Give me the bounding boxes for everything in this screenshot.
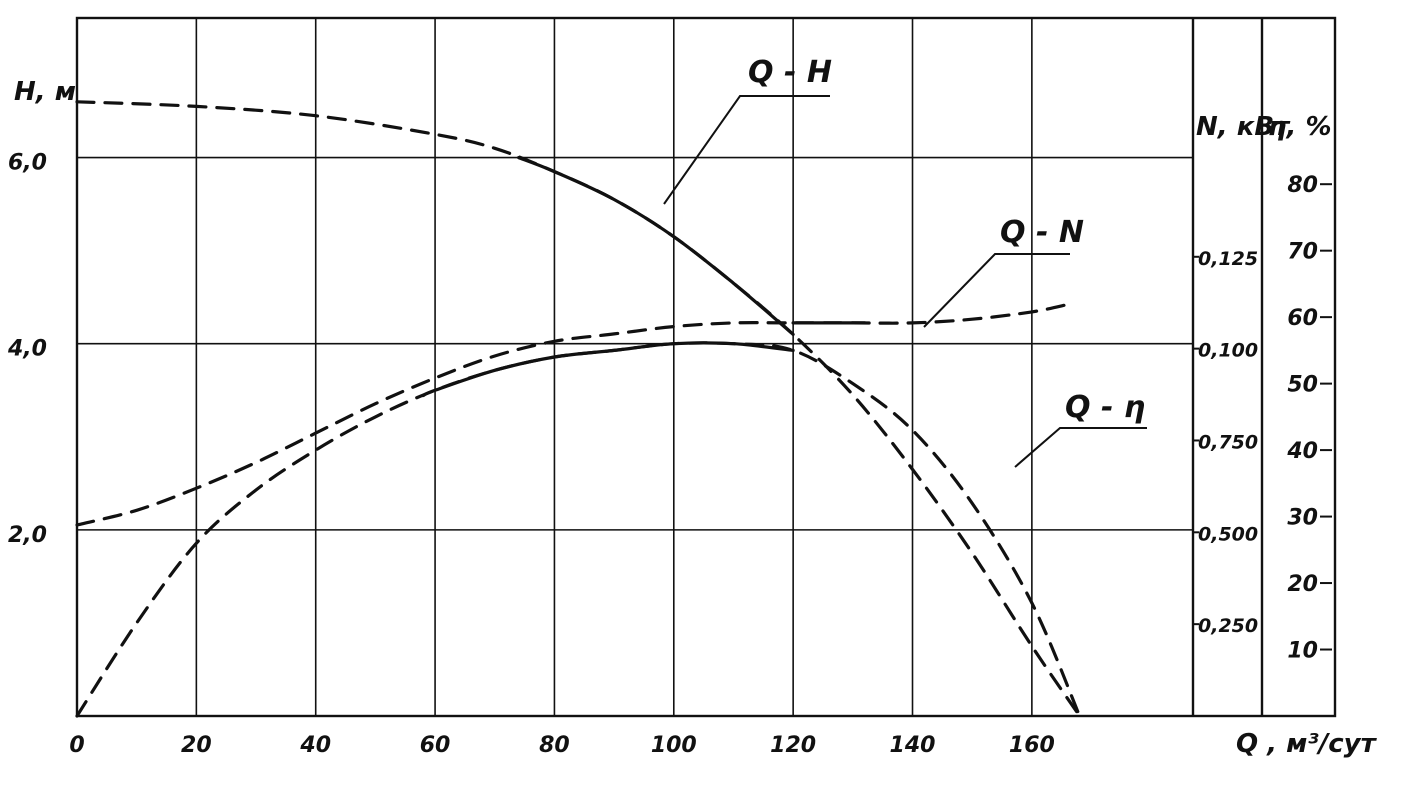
efficiency-tick-label: 10 [1287,639,1318,664]
efficiency-tick-label: 60 [1287,306,1318,331]
x-tick-label: 120 [770,733,816,758]
curve-label-qh: Q - H [663,55,832,205]
curve-label-qn: Q - N [923,215,1084,328]
curve-label-qh-leader [663,95,830,205]
grid-lines [77,18,1193,716]
efficiency-tick-label: 20 [1287,572,1318,597]
curve-qh-dashed [75,100,1082,718]
x-tick-label: 20 [181,733,212,758]
curve-label-qeta-text: Q - η [1065,390,1145,425]
x-tick-label: 80 [539,733,570,758]
power-tick-label: 0,250 [1198,615,1258,637]
x-tick-label: 140 [890,733,936,758]
curve-label-qh-text: Q - H [748,55,832,90]
power-tick-label: 0,100 [1198,340,1258,362]
efficiency-tick-label: 40 [1286,439,1318,464]
efficiency-tick-label: 70 [1287,240,1318,265]
x-tick-label: 160 [1009,733,1055,758]
power-axis-title: N, кВт [1196,112,1291,142]
series-curves [75,100,1082,718]
curve-qeta-solid [421,341,795,398]
power-tick-label: 0,125 [1198,248,1258,270]
power-tick-label: 0,750 [1198,431,1258,453]
h-axis-title: H, м [14,77,76,107]
curve-qh-solid [517,156,795,336]
x-tick-label: 100 [651,733,697,758]
curve-label-qn-leader [923,253,1070,328]
tick-labels: 0 20 40 60 80 100 120 140 160 2,0 4,0 6,0 0,250 0,500… [7,151,1332,758]
curve-label-qeta: Q - η [1014,390,1147,468]
curve-label-qeta-leader [1014,427,1147,468]
h-tick-label: 4,0 [7,337,47,362]
x-tick-label: 40 [299,733,331,758]
plot-frame [75,16,1337,718]
efficiency-tick-label: 80 [1287,173,1318,198]
x-axis-title: Q , м³/сут [1236,729,1378,759]
power-tick-label: 0,500 [1198,523,1258,545]
x-tick-label: 60 [420,733,451,758]
plot-border [75,16,1337,718]
curve-qn-dashed [75,302,1070,527]
curve-label-qn-text: Q - N [1000,215,1084,250]
x-tick-label: 0 [69,733,84,758]
efficiency-tick-label: 50 [1287,373,1318,398]
h-tick-label: 2,0 [8,523,47,548]
h-tick-label: 6,0 [8,151,47,176]
efficiency-axis-title: η, % [1268,112,1332,142]
efficiency-tick-label: 30 [1287,506,1318,531]
